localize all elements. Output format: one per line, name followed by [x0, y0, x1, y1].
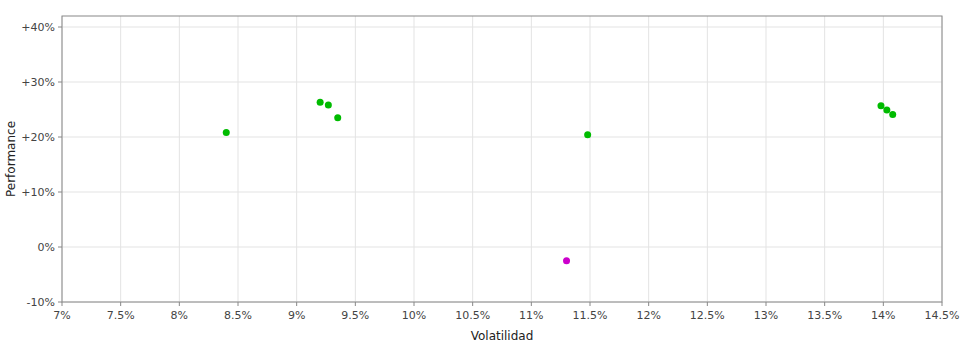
x-grid-line: [824, 16, 825, 302]
x-tick: [531, 302, 532, 306]
x-tick-label: 14.5%: [925, 309, 960, 322]
y-tick-label: 0%: [38, 241, 55, 254]
y-grid-line: [62, 247, 942, 248]
x-grid-line: [707, 16, 708, 302]
chart-container: 7% 7.5% 8% 8.5% 9% 9.5% 10% 10.5% 11% 11.5% 12% 12.…: [0, 0, 966, 350]
series-points: [223, 99, 896, 138]
x-tick-label: 8%: [171, 309, 188, 322]
x-tick: [883, 302, 884, 306]
x-grid-line: [355, 16, 356, 302]
x-tick: [707, 302, 708, 306]
grid: [62, 16, 942, 302]
x-tick: [62, 302, 63, 306]
x-grid-line: [238, 16, 239, 302]
x-tick: [414, 302, 415, 306]
x-tick: [472, 302, 473, 306]
scatter-point: [223, 129, 230, 136]
scatter-point: [877, 102, 884, 109]
x-grid-line: [648, 16, 649, 302]
x-grid-line: [531, 16, 532, 302]
x-grid-line: [590, 16, 591, 302]
x-grid-line: [296, 16, 297, 302]
x-grid-line: [472, 16, 473, 302]
x-tick-label: 13%: [754, 309, 778, 322]
x-grid-line: [883, 16, 884, 302]
x-grid-line: [179, 16, 180, 302]
y-grid-line: [62, 192, 942, 193]
x-tick-label: 8.5%: [224, 309, 252, 322]
x-tick-label: 7%: [53, 309, 70, 322]
series-points: [563, 257, 570, 264]
x-tick: [238, 302, 239, 306]
scatter-point: [584, 131, 591, 138]
y-tick-label: +20%: [21, 131, 55, 144]
scatter-point: [317, 99, 324, 106]
scatter-point: [883, 107, 890, 114]
x-tick: [355, 302, 356, 306]
x-tick: [590, 302, 591, 306]
y-tick-label: +40%: [21, 21, 55, 34]
y-tick: [58, 27, 62, 28]
x-grid-line: [766, 16, 767, 302]
x-tick-label: 10.5%: [455, 309, 490, 322]
x-tick: [120, 302, 121, 306]
x-tick-label: 7.5%: [107, 309, 135, 322]
y-tick: [58, 82, 62, 83]
y-tick: [58, 192, 62, 193]
x-tick: [824, 302, 825, 306]
points: [223, 99, 896, 264]
scatter-point: [334, 114, 341, 121]
plot-background: [62, 16, 942, 302]
y-tick: [58, 302, 62, 303]
x-tick-label: 12.5%: [690, 309, 725, 322]
plot-frame: [62, 16, 942, 302]
y-tick: [58, 137, 62, 138]
ticks: 7% 7.5% 8% 8.5% 9% 9.5% 10% 10.5% 11% 11.5% 12% 12.…: [21, 21, 959, 322]
x-tick-label: 9.5%: [341, 309, 369, 322]
y-axis-label: Performance: [4, 121, 18, 197]
y-tick-label: +30%: [21, 76, 55, 89]
x-tick-label: 14%: [871, 309, 895, 322]
scatter-point: [889, 111, 896, 118]
x-tick: [179, 302, 180, 306]
x-tick: [296, 302, 297, 306]
x-tick-label: 13.5%: [807, 309, 842, 322]
x-tick: [648, 302, 649, 306]
x-tick-label: 11%: [519, 309, 543, 322]
x-tick-label: 11.5%: [573, 309, 608, 322]
y-tick: [58, 247, 62, 248]
scatter-point: [325, 102, 332, 109]
x-tick-label: 9%: [288, 309, 305, 322]
x-tick-label: 12%: [636, 309, 660, 322]
x-tick-label: 10%: [402, 309, 426, 322]
chart-svg: 7% 7.5% 8% 8.5% 9% 9.5% 10% 10.5% 11% 11.5% 12% 12.…: [0, 0, 966, 350]
x-tick: [942, 302, 943, 306]
x-tick: [766, 302, 767, 306]
y-tick-label: -10%: [27, 296, 55, 309]
y-grid-line: [62, 27, 942, 28]
y-grid-line: [62, 137, 942, 138]
x-grid-line: [414, 16, 415, 302]
y-tick-label: +10%: [21, 186, 55, 199]
scatter-point: [563, 257, 570, 264]
x-grid-line: [120, 16, 121, 302]
y-grid-line: [62, 82, 942, 83]
x-axis-label: Volatilidad: [471, 329, 534, 343]
